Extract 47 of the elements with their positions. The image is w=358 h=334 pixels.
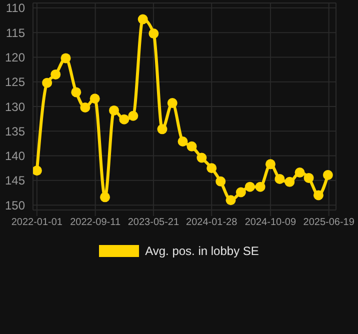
point: [216, 176, 226, 186]
x-tick-label: 2025-06-19: [303, 217, 355, 228]
y-tick-label: 115: [6, 26, 26, 40]
legend-label: Avg. pos. in lobby SE: [145, 244, 259, 258]
y-tick-label: 130: [4, 100, 26, 114]
point: [226, 195, 236, 206]
point: [274, 174, 285, 184]
point: [196, 152, 207, 163]
point: [178, 136, 188, 146]
point: [244, 182, 255, 192]
y-tick-label: 120: [4, 50, 26, 64]
y-tick-label: 145: [4, 174, 26, 188]
point: [206, 163, 217, 174]
point: [109, 105, 119, 116]
point: [60, 53, 71, 64]
y-tick-label: 150: [4, 198, 26, 212]
point: [322, 170, 333, 180]
point: [33, 166, 42, 176]
point: [186, 141, 197, 152]
x-tick-label: 2022-09-11: [70, 217, 121, 228]
point: [90, 94, 100, 104]
point: [42, 78, 52, 88]
y-tick-label: 125: [4, 75, 26, 90]
x-tick-label: 2024-01-28: [186, 217, 238, 228]
point: [119, 114, 130, 124]
x-tick-label: 2024-10-09: [244, 217, 296, 228]
point: [100, 192, 110, 202]
point: [138, 14, 148, 24]
y-tick-label: 140: [4, 149, 26, 164]
point: [265, 159, 276, 170]
point: [236, 187, 246, 198]
point: [71, 87, 82, 98]
y-tick-label: 135: [4, 124, 26, 138]
point: [284, 176, 295, 187]
point: [294, 168, 305, 178]
point: [148, 28, 159, 39]
x-tick-label: 2022-01-01: [11, 217, 63, 228]
point: [157, 124, 168, 134]
point: [313, 190, 324, 200]
y-tick-label: 110: [6, 1, 26, 16]
x-tick-label: 2023-05-21: [128, 217, 180, 228]
point: [255, 182, 266, 192]
point: [167, 98, 178, 108]
point: [80, 102, 90, 112]
point: [50, 69, 61, 80]
point: [128, 110, 138, 121]
point: [304, 172, 314, 183]
